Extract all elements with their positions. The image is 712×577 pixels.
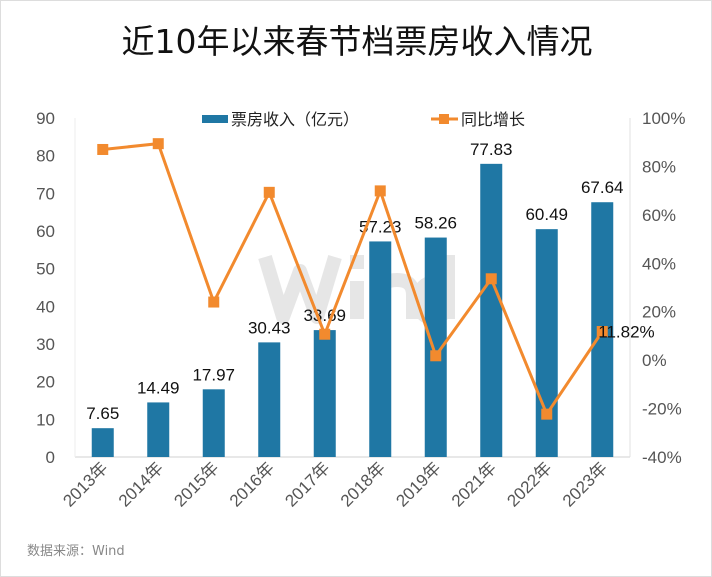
left-tick-label: 0 — [46, 448, 55, 467]
legend-line-marker — [439, 114, 449, 124]
growth-marker — [430, 350, 442, 362]
left-tick-label: 50 — [36, 260, 55, 279]
legend-bar-label: 票房收入（亿元） — [231, 110, 359, 129]
right-tick-label: 40% — [642, 254, 676, 273]
x-tick-label: 2015年 — [170, 458, 222, 510]
growth-data-label: 11.82% — [598, 323, 654, 342]
bar-data-label: 60.49 — [525, 205, 568, 224]
growth-marker — [374, 185, 386, 197]
x-tick-label: 2017年 — [281, 458, 333, 510]
x-tick-label: 2018年 — [337, 458, 389, 510]
x-tick-label: 2014年 — [115, 458, 167, 510]
x-tick-label: 2021年 — [448, 458, 500, 510]
left-tick-label: 80 — [36, 147, 55, 166]
growth-marker — [541, 408, 553, 420]
bar — [202, 389, 225, 457]
bar-data-label: 33.69 — [303, 306, 346, 325]
right-tick-label: -20% — [642, 400, 682, 419]
legend-bar-swatch — [202, 115, 228, 123]
bar-data-label: 7.65 — [86, 404, 119, 423]
bar — [91, 428, 114, 457]
growth-marker — [596, 326, 608, 338]
right-tick-label: 80% — [642, 157, 676, 176]
left-tick-label: 10 — [36, 410, 55, 429]
bar-data-label: 67.64 — [581, 178, 624, 197]
growth-marker — [485, 273, 497, 285]
bar-data-label: 14.49 — [137, 378, 180, 397]
bar — [313, 330, 336, 457]
bar — [369, 241, 392, 457]
bar-data-label: 58.26 — [414, 214, 457, 233]
growth-marker — [152, 138, 164, 150]
right-tick-label: 60% — [642, 206, 676, 225]
chart-title: 近10年以来春节档票房收入情况 — [121, 22, 593, 61]
x-tick-label: 2023年 — [559, 458, 611, 510]
growth-marker — [208, 296, 220, 308]
left-tick-label: 60 — [36, 222, 55, 241]
bar — [424, 237, 447, 457]
bar-data-label: 77.83 — [470, 140, 513, 159]
bar-data-label: 30.43 — [248, 318, 291, 337]
left-tick-label: 20 — [36, 373, 55, 392]
bar — [535, 229, 558, 457]
source-note: 数据来源：Wind — [27, 544, 125, 559]
right-tick-label: -40% — [642, 448, 682, 467]
legend-line-label: 同比增长 — [461, 110, 525, 129]
left-tick-label: 40 — [36, 297, 55, 316]
x-tick-label: 2019年 — [392, 458, 444, 510]
x-tick-label: 2016年 — [226, 458, 278, 510]
growth-line — [102, 142, 604, 418]
right-tick-label: 0% — [642, 351, 667, 370]
growth-marker — [319, 328, 331, 340]
bar — [258, 342, 281, 457]
left-tick-label: 30 — [36, 335, 55, 354]
growth-marker — [263, 186, 275, 198]
right-tick-label: 20% — [642, 303, 676, 322]
bar — [480, 163, 503, 457]
right-tick-label: 100% — [642, 109, 685, 128]
x-tick-label: 2013年 — [59, 458, 111, 510]
bar — [147, 402, 170, 457]
x-tick-label: 2022年 — [503, 458, 555, 510]
growth-marker — [97, 143, 109, 155]
left-tick-label: 70 — [36, 184, 55, 203]
left-tick-label: 90 — [36, 109, 55, 128]
bar-data-label: 17.97 — [192, 365, 235, 384]
